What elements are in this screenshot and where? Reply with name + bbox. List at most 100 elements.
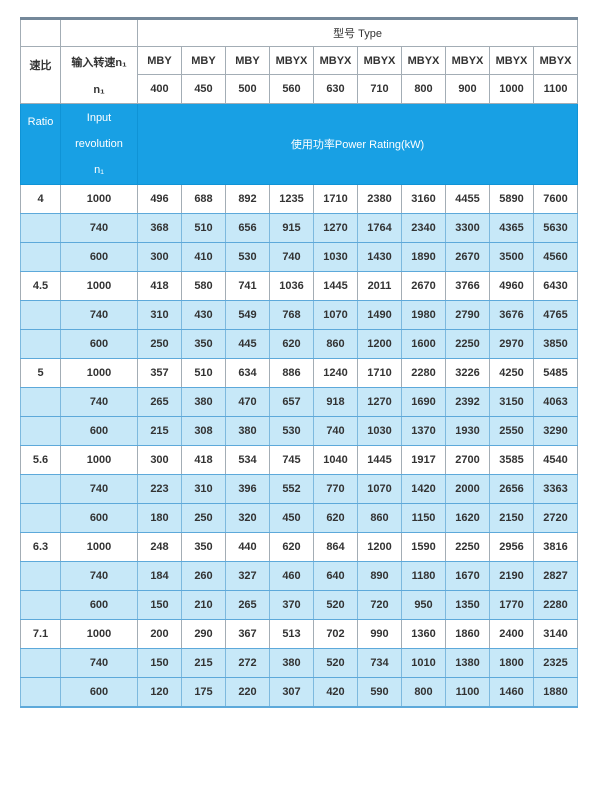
value-cell: 1620 [445, 503, 490, 533]
table-row: 600 300 410 530 740 1030 1430 1890 2670 3500 4560 [20, 242, 579, 272]
speed-cell: 740 [60, 213, 138, 243]
value-cell: 470 [225, 387, 270, 417]
ratio-header-label: 速比 [29, 60, 52, 73]
speed-cell: 740 [60, 474, 138, 504]
table-row: 5.6 1000 300 418 534 745 1040 1445 1917 2700 3585 4… [20, 445, 579, 475]
model-header-cell: MBYX [445, 46, 490, 75]
value-cell: 688 [181, 184, 226, 214]
value-cell: 1980 [401, 300, 446, 330]
ratio-en-label: Ratio [27, 116, 54, 129]
speed-cell: 600 [60, 416, 138, 446]
value-cell: 1240 [313, 358, 358, 388]
size-header-cell: 800 [401, 74, 446, 104]
value-cell: 3140 [532, 619, 579, 649]
value-cell: 2670 [445, 242, 490, 272]
value-cell: 1040 [313, 445, 358, 475]
speed-cell: 600 [60, 590, 138, 620]
value-cell: 440 [225, 532, 270, 562]
value-cell: 770 [313, 474, 358, 504]
model-header-cell: MBYX [313, 46, 358, 75]
size-header-cell: 900 [445, 74, 490, 104]
model-header-cell: MBY [225, 46, 270, 75]
value-cell: 702 [313, 619, 358, 649]
value-cell: 215 [137, 416, 182, 446]
table-row: 600 120 175 220 307 420 590 800 1100 1460 1880 [20, 677, 579, 707]
value-cell: 4960 [489, 271, 534, 301]
speed-cell: 1000 [60, 358, 138, 388]
value-cell: 1764 [357, 213, 402, 243]
input-speed-line2: n₁ [93, 83, 105, 96]
ratio-cell [20, 677, 61, 707]
value-cell: 892 [225, 184, 270, 214]
power-rating-table: 型号 Type 速比 输入转速n₁ n₁ MBY MBY MBY MBYX MBYX MB… [20, 17, 579, 708]
value-cell: 1270 [313, 213, 358, 243]
power-rating-header: 使用功率Power Rating(kW) [136, 103, 579, 185]
value-cell: 1460 [489, 677, 534, 707]
value-cell: 530 [269, 416, 314, 446]
value-cell: 265 [225, 590, 270, 620]
value-cell: 380 [181, 387, 226, 417]
value-cell: 3226 [445, 358, 490, 388]
ratio-cell: 6.3 [20, 532, 61, 562]
ratio-cell: 5.6 [20, 445, 61, 475]
value-cell: 890 [357, 561, 402, 591]
table-row: 740 184 260 327 460 640 890 1180 1670 2190 2827 [20, 561, 579, 591]
value-cell: 430 [181, 300, 226, 330]
value-cell: 580 [181, 271, 226, 301]
value-cell: 2380 [357, 184, 402, 214]
value-cell: 656 [225, 213, 270, 243]
value-cell: 3363 [532, 474, 579, 504]
value-cell: 396 [225, 474, 270, 504]
value-cell: 300 [137, 445, 182, 475]
value-cell: 4765 [532, 300, 579, 330]
size-header-row: 400 450 500 560 630 710 800 900 1000 1100 [21, 74, 579, 104]
value-cell: 2720 [532, 503, 579, 533]
speed-cell: 740 [60, 300, 138, 330]
value-cell: 4365 [489, 213, 534, 243]
value-cell: 180 [137, 503, 182, 533]
speed-cell: 1000 [60, 619, 138, 649]
value-cell: 620 [313, 503, 358, 533]
ratio-cell [20, 648, 61, 678]
value-cell: 350 [181, 329, 226, 359]
ratio-cell: 4 [20, 184, 61, 214]
value-cell: 3500 [489, 242, 534, 272]
value-cell: 5890 [489, 184, 534, 214]
value-cell: 2956 [489, 532, 534, 562]
table-body: 4 1000 496 688 892 1235 1710 2380 3160 4455 5890 76… [20, 184, 579, 707]
value-cell: 265 [137, 387, 182, 417]
value-cell: 741 [225, 271, 270, 301]
size-header-cell: 500 [225, 74, 270, 104]
value-cell: 510 [181, 213, 226, 243]
value-cell: 3850 [532, 329, 579, 359]
ratio-cell [20, 300, 61, 330]
speed-cell: 1000 [60, 445, 138, 475]
speed-cell: 600 [60, 677, 138, 707]
value-cell: 860 [357, 503, 402, 533]
value-cell: 215 [181, 648, 226, 678]
value-cell: 380 [225, 416, 270, 446]
table-row: 740 150 215 272 380 520 734 1010 1380 1800 2325 [20, 648, 579, 678]
value-cell: 1150 [401, 503, 446, 533]
value-cell: 1800 [489, 648, 534, 678]
value-cell: 886 [269, 358, 314, 388]
value-cell: 4560 [532, 242, 579, 272]
value-cell: 308 [181, 416, 226, 446]
value-cell: 3150 [489, 387, 534, 417]
value-cell: 1930 [445, 416, 490, 446]
speed-cell: 1000 [60, 184, 138, 214]
value-cell: 1030 [357, 416, 402, 446]
ratio-cell [20, 387, 61, 417]
input-speed-line1: 输入转速n₁ [71, 57, 127, 70]
value-cell: 3676 [489, 300, 534, 330]
ratio-header-cn: 速比 [20, 46, 61, 104]
value-cell: 1590 [401, 532, 446, 562]
power-rating-header-row: Ratio Input revolution n₁ 使用功率Power Rati… [20, 103, 579, 185]
value-cell: 418 [181, 445, 226, 475]
value-cell: 800 [401, 677, 446, 707]
input-revolution-header-en: Input revolution n₁ [60, 103, 138, 185]
model-header-cell: MBY [137, 46, 182, 75]
value-cell: 2325 [532, 648, 579, 678]
value-cell: 915 [269, 213, 314, 243]
value-cell: 634 [225, 358, 270, 388]
